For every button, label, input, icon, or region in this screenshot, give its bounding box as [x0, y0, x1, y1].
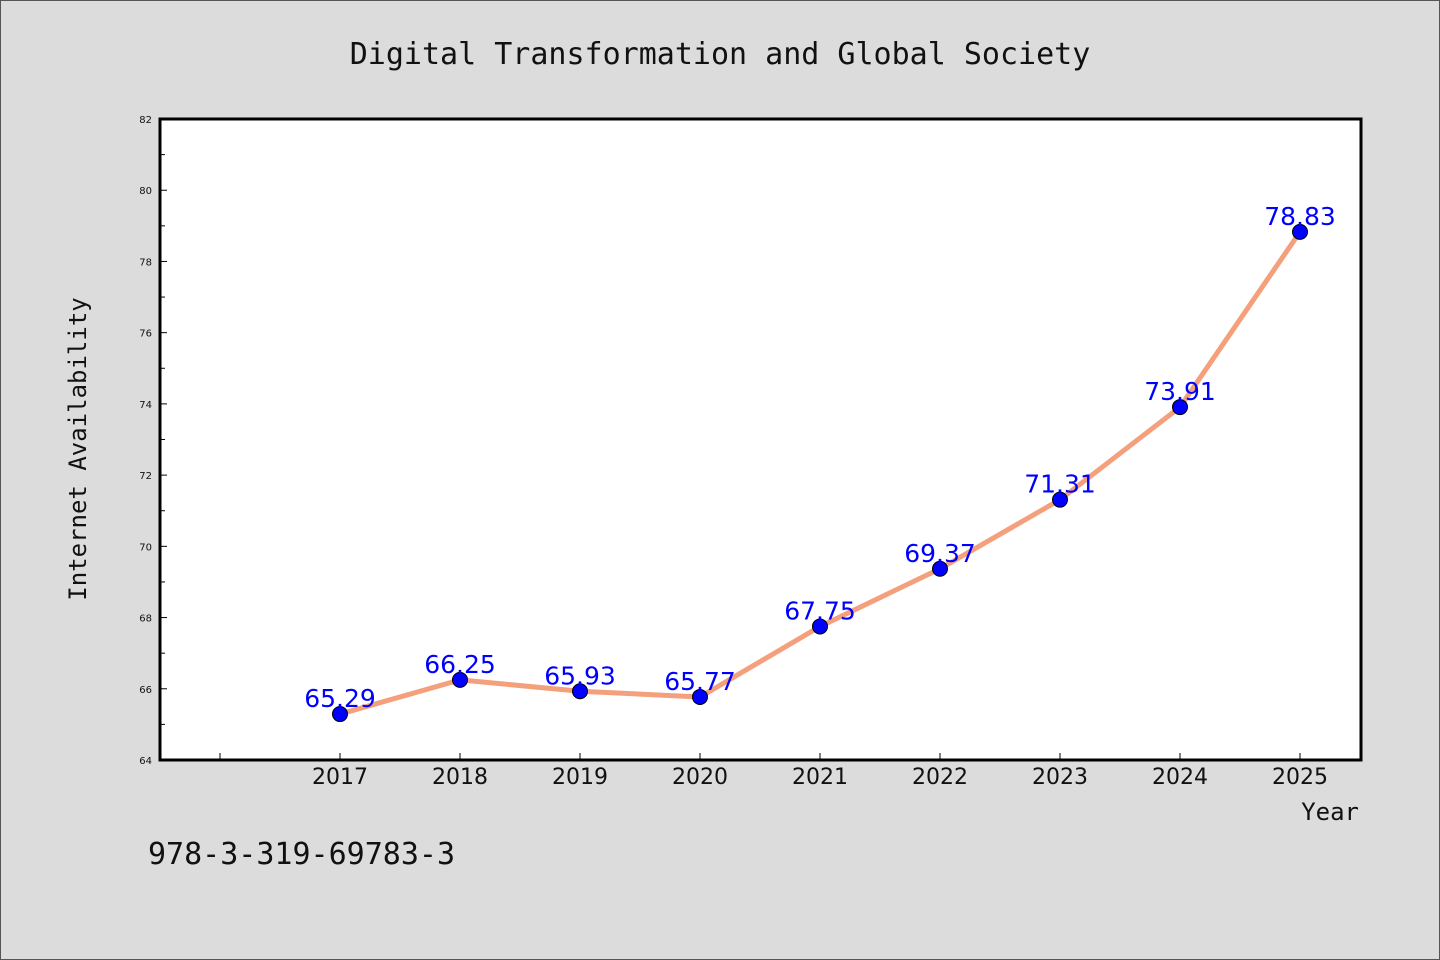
x-tick-label: 2019 [552, 765, 608, 790]
x-tick-label: 2022 [912, 765, 968, 790]
data-point [572, 683, 588, 700]
y-tick-label: 76 [139, 329, 152, 340]
data-label: 65.93 [544, 661, 616, 690]
y-axis-label: Internet Availability [64, 297, 92, 600]
data-label: 65.29 [304, 684, 376, 713]
data-label: 69.37 [904, 539, 976, 568]
data-label: 65.77 [664, 667, 736, 696]
x-tick-label: 2018 [432, 765, 488, 790]
data-point [1172, 399, 1188, 416]
chart-title: Digital Transformation and Global Societ… [350, 37, 1091, 72]
y-tick-label: 68 [139, 614, 152, 625]
data-label: 71.31 [1024, 470, 1096, 499]
data-point [332, 706, 348, 723]
data-point [1052, 491, 1068, 508]
data-point [812, 618, 828, 635]
x-tick-label: 2021 [792, 765, 848, 790]
data-label: 66.25 [424, 650, 496, 679]
x-tick-label: 2023 [1032, 765, 1088, 790]
y-axis-ticks: 64 66 68 70 72 74 76 78 80 82 [139, 115, 167, 767]
y-tick-label: 66 [139, 685, 152, 696]
x-tick-label: 2017 [312, 765, 368, 790]
x-axis-label: Year [1301, 798, 1359, 826]
y-tick-label: 82 [139, 115, 152, 126]
data-label: 78.83 [1264, 202, 1336, 231]
data-point [452, 671, 468, 688]
plot-area [158, 117, 1363, 762]
y-tick-label: 72 [139, 471, 152, 482]
x-tick-label: 2024 [1152, 765, 1208, 790]
x-tick-label: 2020 [672, 765, 728, 790]
y-tick-label: 70 [139, 542, 152, 553]
data-point [932, 560, 948, 577]
y-tick-label: 78 [139, 257, 152, 268]
y-tick-label: 74 [139, 400, 152, 411]
y-tick-label: 80 [139, 186, 152, 197]
x-axis-ticks: 2017 2018 2019 2020 2021 2022 2023 2024 2025 [219, 753, 1328, 790]
y-tick-label: 64 [139, 756, 152, 767]
x-tick-label: 2025 [1272, 765, 1328, 790]
data-point [1292, 223, 1308, 240]
footer-isbn: 978-3-319-69783-3 [148, 837, 455, 872]
data-label: 67.75 [784, 596, 856, 625]
data-label: 73.91 [1144, 377, 1216, 406]
series-group: 65.29 66.25 65.93 65.77 67.75 69.37 71.31 73.91… [304, 202, 1336, 723]
data-point [692, 688, 708, 705]
